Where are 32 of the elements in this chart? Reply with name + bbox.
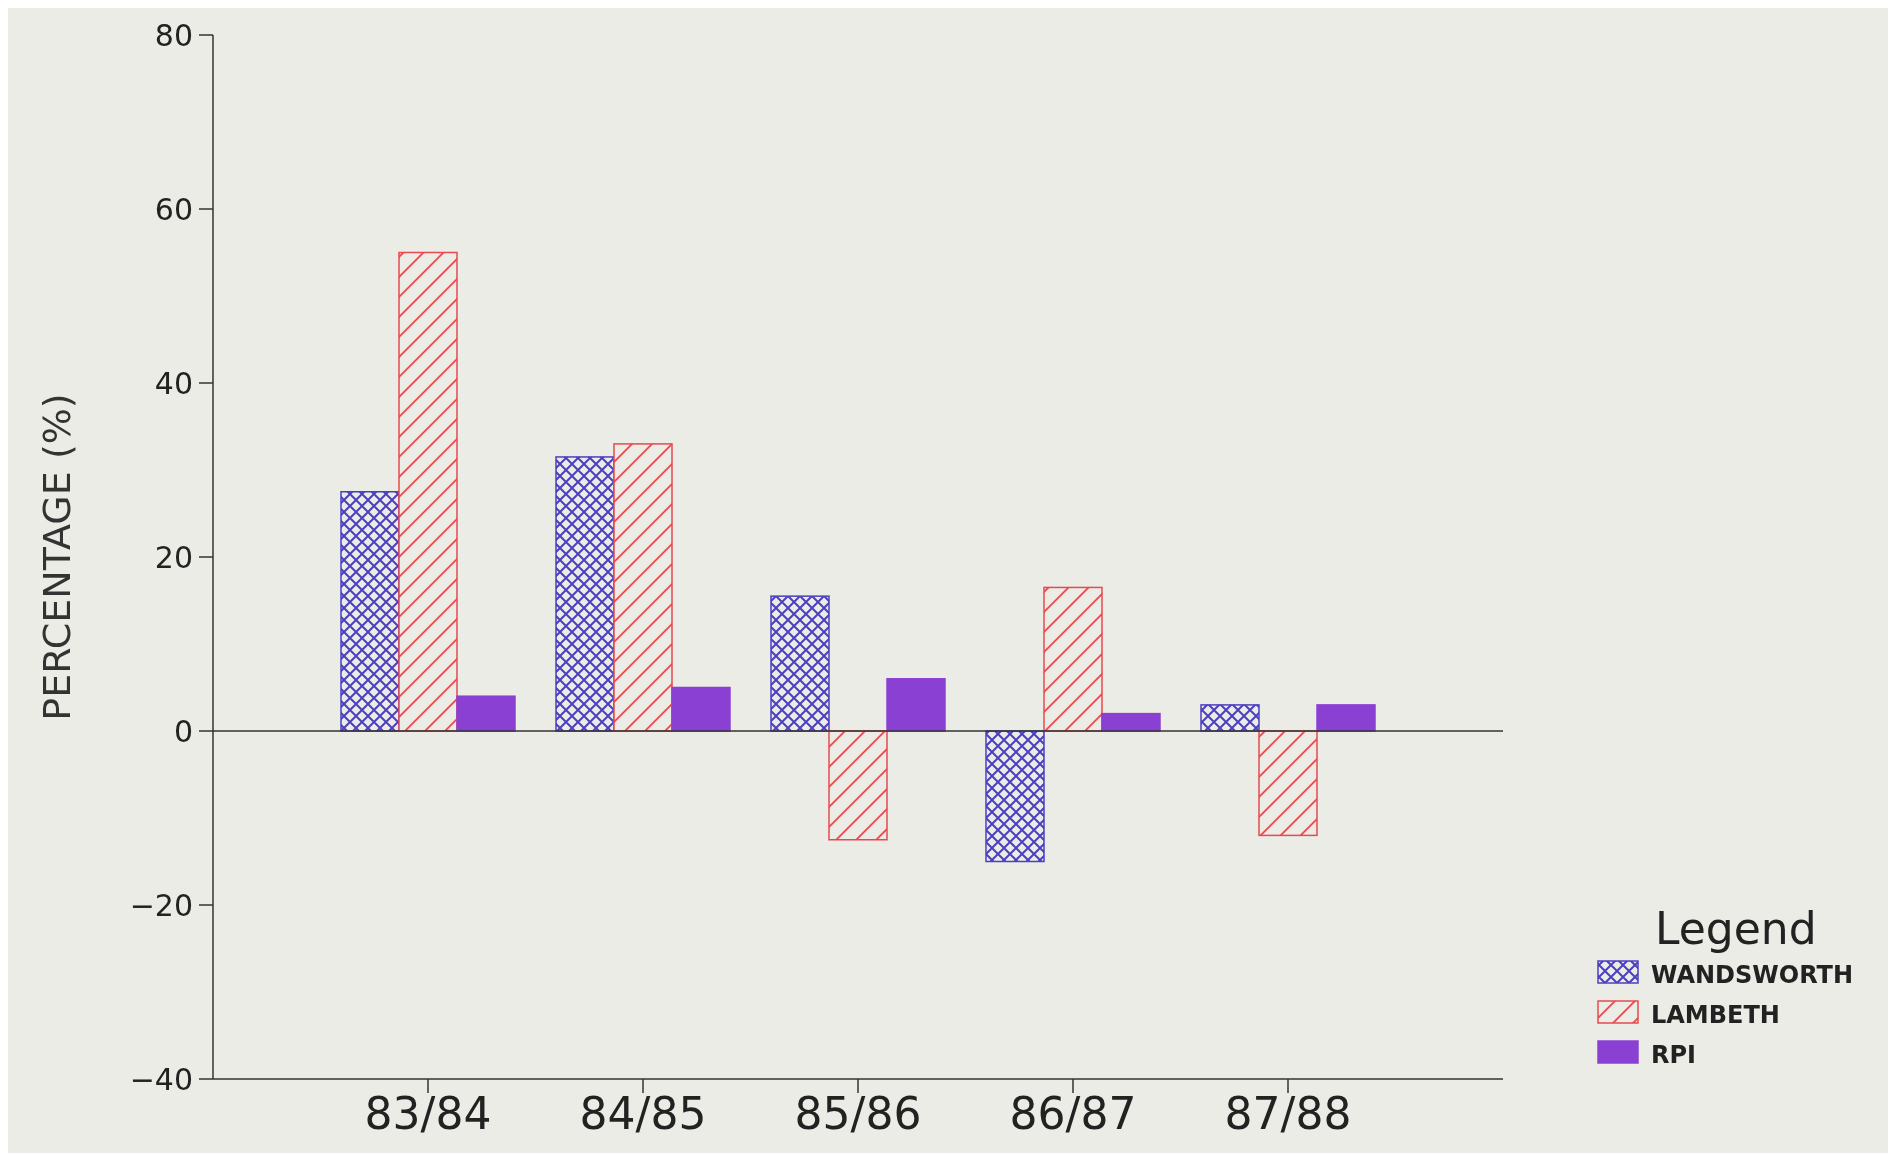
bar [1101, 712, 1161, 732]
bar [555, 456, 615, 732]
bar [671, 686, 731, 732]
bar [886, 678, 946, 732]
legend-title: Legend [1655, 903, 1817, 954]
bar [613, 443, 673, 732]
bar [340, 491, 400, 732]
x-tick-label: 83/84 [364, 1088, 492, 1139]
y-tick-label: 60 [154, 191, 193, 227]
x-tick-label: 85/86 [794, 1088, 922, 1139]
legend-label: WANDSWORTH [1651, 961, 1853, 989]
y-tick-label: 80 [154, 17, 193, 53]
bar [456, 695, 516, 732]
bar [1316, 704, 1376, 732]
y-tick-label: 40 [154, 365, 193, 401]
x-tick-label: 87/88 [1224, 1088, 1352, 1139]
bar [398, 251, 458, 732]
bar [828, 730, 888, 841]
y-tick-label: −20 [129, 887, 193, 923]
bar [1200, 704, 1260, 732]
bar [1258, 730, 1318, 837]
y-tick-label: 20 [154, 539, 193, 575]
y-tick-label: 0 [173, 713, 193, 749]
x-tick-label: 84/85 [579, 1088, 707, 1139]
legend-label: RPI [1651, 1041, 1696, 1069]
legend-label: LAMBETH [1651, 1001, 1780, 1029]
y-axis-title: PERCENTAGE (%) [35, 393, 79, 721]
bar [985, 730, 1045, 863]
x-tick-label: 86/87 [1009, 1088, 1137, 1139]
bar [1043, 586, 1103, 732]
y-tick-label: −40 [129, 1061, 193, 1097]
bar [770, 595, 830, 732]
